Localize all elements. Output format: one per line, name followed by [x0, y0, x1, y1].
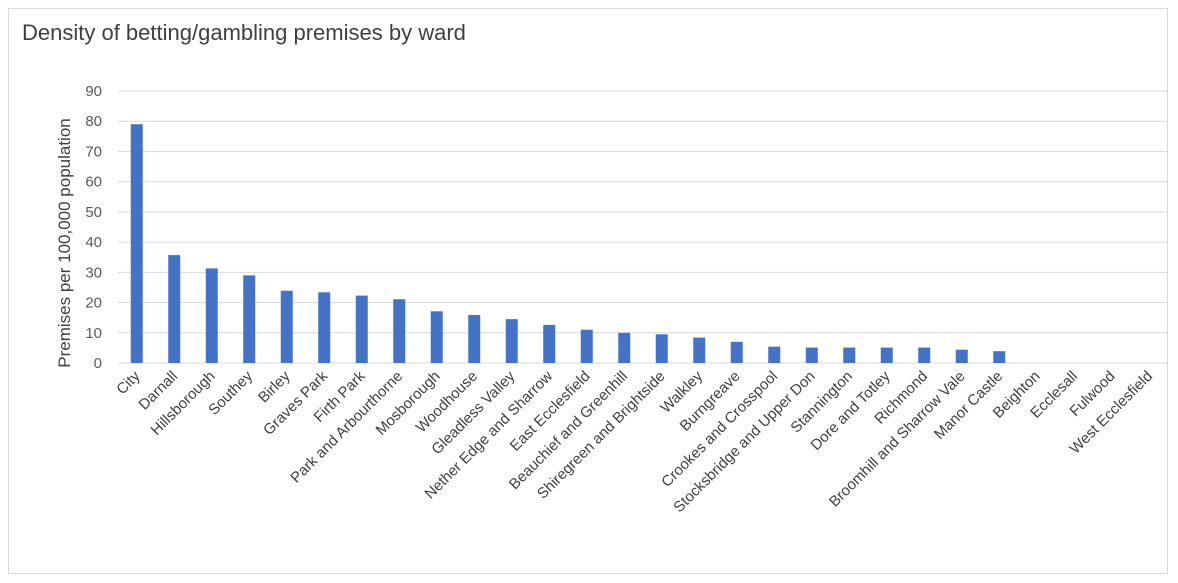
x-tick-label: City [113, 367, 144, 398]
bar [468, 314, 481, 363]
bar [580, 329, 593, 363]
y-axis-label: Premises per 100,000 population [55, 118, 74, 368]
bar [430, 311, 443, 363]
y-tick-label: 60 [85, 174, 102, 191]
bar [543, 324, 556, 363]
bar [805, 347, 818, 363]
y-tick-label: 90 [85, 83, 102, 100]
y-tick-label: 80 [85, 113, 102, 130]
bar [693, 337, 706, 363]
y-tick-label: 30 [85, 264, 102, 281]
bar [843, 347, 856, 363]
bar [655, 334, 668, 363]
bar [130, 124, 143, 363]
bars [130, 124, 1006, 363]
bar [618, 332, 631, 363]
bar [355, 295, 368, 363]
x-axis-labels: CityDarnallHillsboroughSoutheyBirleyGrav… [113, 367, 1156, 516]
chart-frame [8, 8, 1168, 574]
y-tick-label: 0 [94, 355, 102, 372]
bar [768, 346, 781, 363]
bar [955, 349, 968, 363]
bar [993, 351, 1006, 363]
bar [918, 347, 931, 363]
bar [505, 319, 518, 363]
bar [318, 292, 331, 363]
y-tick-label: 20 [85, 295, 102, 312]
bar [280, 290, 293, 363]
bar [243, 275, 256, 363]
bar [168, 255, 181, 363]
gridlines [118, 90, 1168, 364]
bar [205, 268, 218, 363]
y-tick-label: 50 [85, 204, 102, 221]
y-tick-label: 10 [85, 325, 102, 342]
y-axis-ticks: 0 10 20 30 40 50 60 70 80 90 [85, 83, 102, 372]
y-tick-label: 70 [85, 143, 102, 160]
bar [393, 299, 406, 363]
chart-title: Density of betting/gambling premises by … [22, 20, 466, 45]
y-tick-label: 40 [85, 234, 102, 251]
bar [730, 341, 743, 363]
bar [880, 347, 893, 363]
